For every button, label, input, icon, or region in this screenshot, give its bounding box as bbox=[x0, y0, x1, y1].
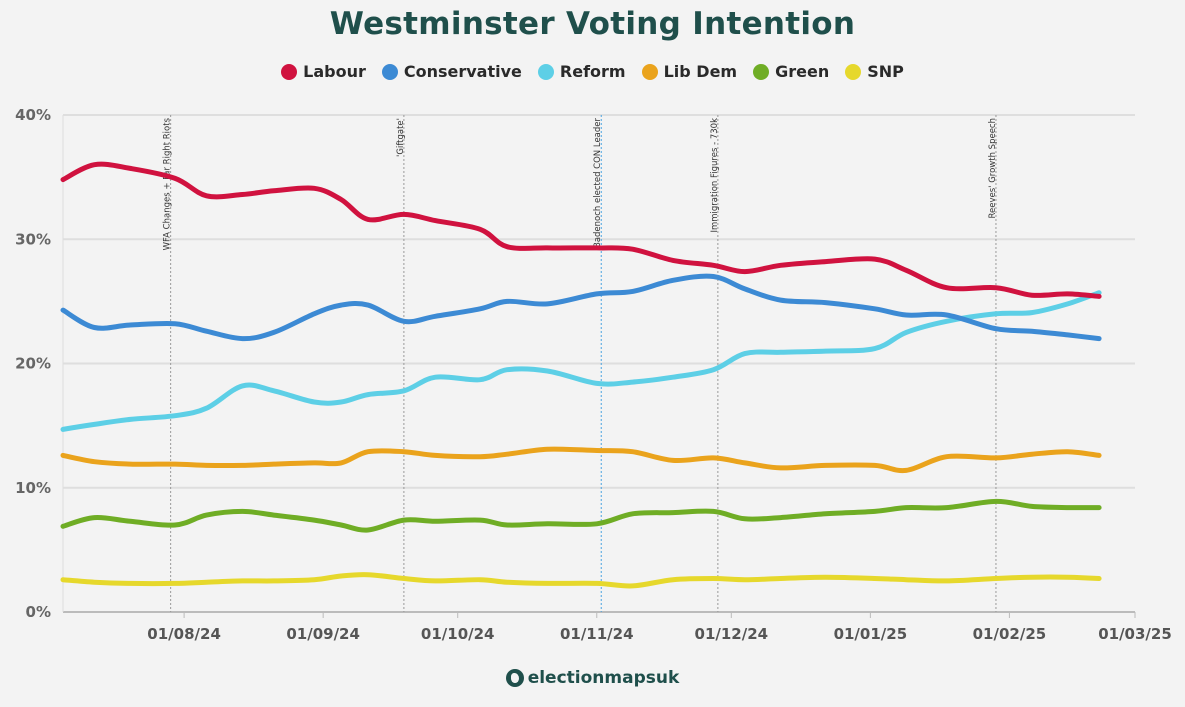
legend-item-reform: Reform bbox=[537, 62, 626, 81]
legend-item-labour: Labour bbox=[281, 62, 366, 81]
x-tick-label: 01/02/25 bbox=[973, 625, 1047, 643]
legend-label: SNP bbox=[867, 62, 904, 81]
legend-swatch bbox=[641, 63, 658, 80]
y-tick-label: 20% bbox=[15, 355, 51, 373]
y-tick-label: 0% bbox=[26, 603, 51, 621]
series-line-snp bbox=[60, 572, 1102, 589]
legend-label: Labour bbox=[303, 62, 366, 81]
brand-name: electionmapsuk bbox=[527, 668, 680, 688]
brand-logo: electionmapsuk bbox=[0, 668, 1185, 688]
x-tick-label: 01/10/24 bbox=[421, 625, 495, 643]
series-line-labour bbox=[60, 161, 1102, 299]
legend-swatch bbox=[381, 63, 398, 80]
legend-swatch bbox=[281, 63, 298, 80]
x-tick-label: 01/03/25 bbox=[1098, 625, 1172, 643]
x-tick-label: 01/09/24 bbox=[286, 625, 360, 643]
y-tick-label: 10% bbox=[15, 479, 51, 497]
legend-swatch bbox=[845, 63, 862, 80]
x-tick-label: 01/11/24 bbox=[560, 625, 634, 643]
x-tick-label: 01/12/24 bbox=[695, 625, 769, 643]
event-label: Reeves' Growth Speech bbox=[988, 118, 998, 219]
legend-swatch bbox=[753, 63, 770, 80]
event-label: WFA Changes + Far Right Riots bbox=[163, 117, 173, 250]
series-line-lib-dem bbox=[60, 446, 1102, 474]
series-line-conservative bbox=[60, 273, 1102, 342]
series-line-green bbox=[60, 498, 1102, 533]
chart-title: Westminster Voting Intention bbox=[329, 6, 856, 42]
legend-item-conservative: Conservative bbox=[381, 62, 522, 81]
x-tick-label: 01/08/24 bbox=[147, 625, 221, 643]
legend-label: Conservative bbox=[403, 62, 522, 81]
legend-label: Green bbox=[775, 62, 830, 81]
legend-label: Lib Dem bbox=[663, 62, 738, 81]
y-tick-label: 30% bbox=[15, 230, 51, 248]
globe-icon bbox=[505, 669, 524, 687]
legend-swatch bbox=[537, 63, 554, 80]
series-line-reform bbox=[60, 290, 1102, 432]
event-label: Immigration Figures - 730k bbox=[710, 118, 720, 233]
event-label: Badenoch elected CON Leader bbox=[593, 117, 603, 248]
legend-item-lib-dem: Lib Dem bbox=[641, 62, 738, 81]
legend-label: Reform bbox=[559, 62, 626, 81]
y-tick-label: 40% bbox=[15, 106, 51, 124]
event-label: 'Giftgate' bbox=[396, 118, 406, 157]
legend-item-green: Green bbox=[753, 62, 829, 81]
legend-item-snp: SNP bbox=[845, 62, 904, 81]
x-tick-label: 01/01/25 bbox=[834, 625, 908, 643]
chart-legend: Labour Conservative Reform Lib Dem Green SNP bbox=[0, 62, 1185, 81]
